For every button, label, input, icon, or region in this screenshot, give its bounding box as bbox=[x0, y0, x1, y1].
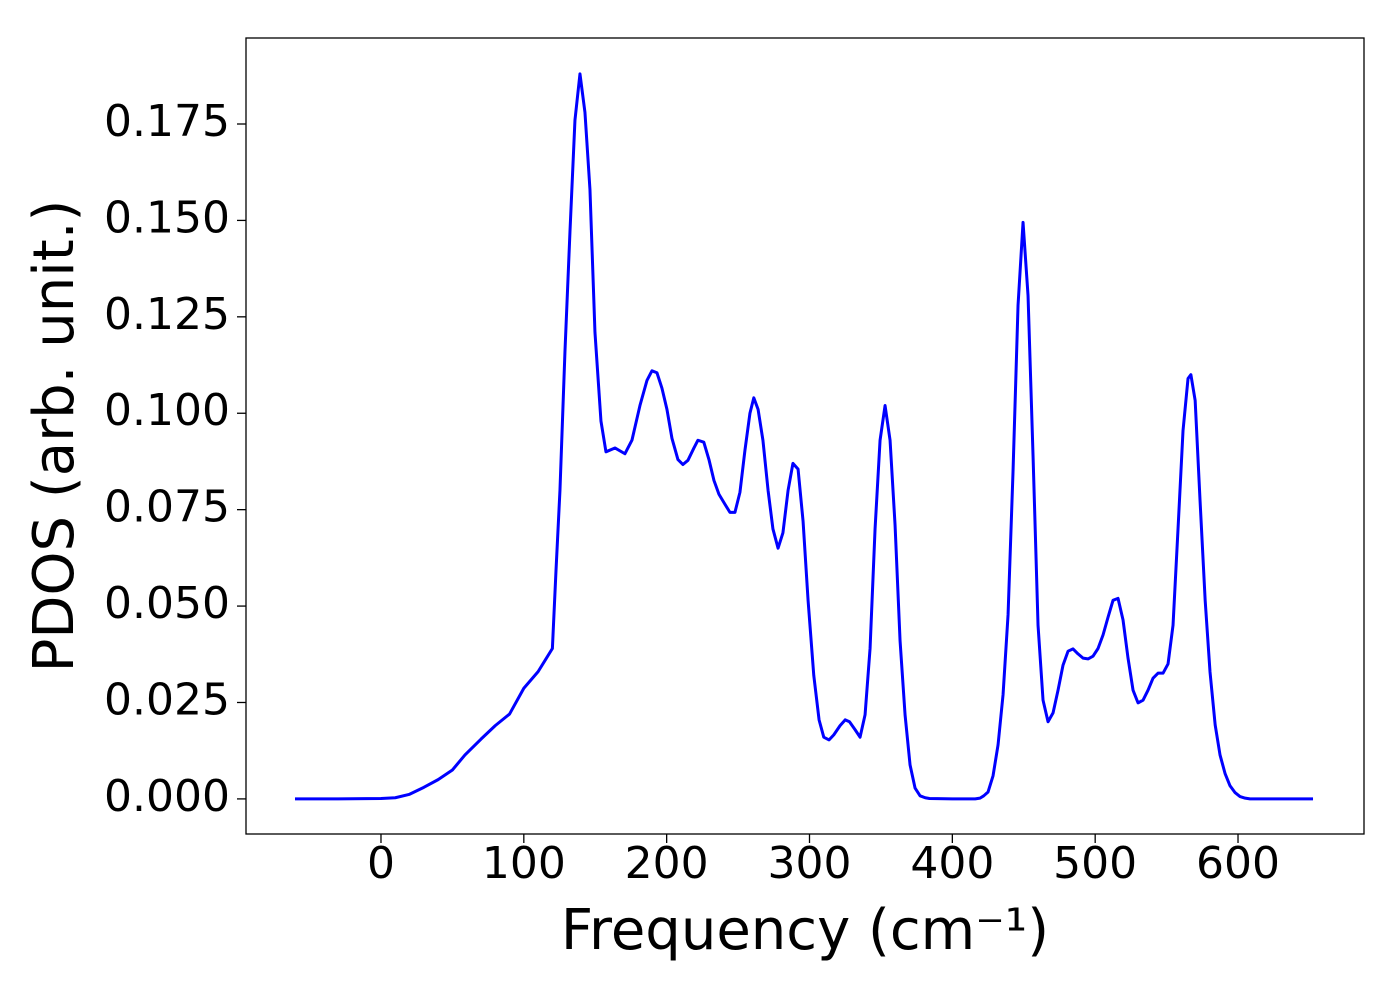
y-tick-label: 0.050 bbox=[104, 578, 230, 629]
y-tick-label: 0.000 bbox=[104, 771, 230, 822]
y-tick-label: 0.100 bbox=[104, 385, 230, 436]
y-tick-label: 0.175 bbox=[104, 96, 230, 147]
y-tick-label: 0.150 bbox=[104, 192, 230, 243]
x-tick-label: 400 bbox=[910, 838, 994, 889]
x-tick-label: 600 bbox=[1196, 838, 1280, 889]
x-tick-label: 0 bbox=[367, 838, 395, 889]
y-tick-label: 0.025 bbox=[104, 674, 230, 725]
y-axis-label: PDOS (arb. unit.) bbox=[22, 200, 87, 673]
x-tick-label: 200 bbox=[625, 838, 709, 889]
x-tick-label: 500 bbox=[1053, 838, 1137, 889]
x-axis-label: Frequency (cm⁻¹) bbox=[561, 898, 1049, 963]
y-tick-label: 0.125 bbox=[104, 289, 230, 340]
plot-frame bbox=[245, 37, 1365, 835]
y-tick-label: 0.075 bbox=[104, 482, 230, 533]
x-tick-label: 100 bbox=[482, 838, 566, 889]
data-line bbox=[294, 72, 1314, 801]
x-tick-label: 300 bbox=[768, 838, 852, 889]
